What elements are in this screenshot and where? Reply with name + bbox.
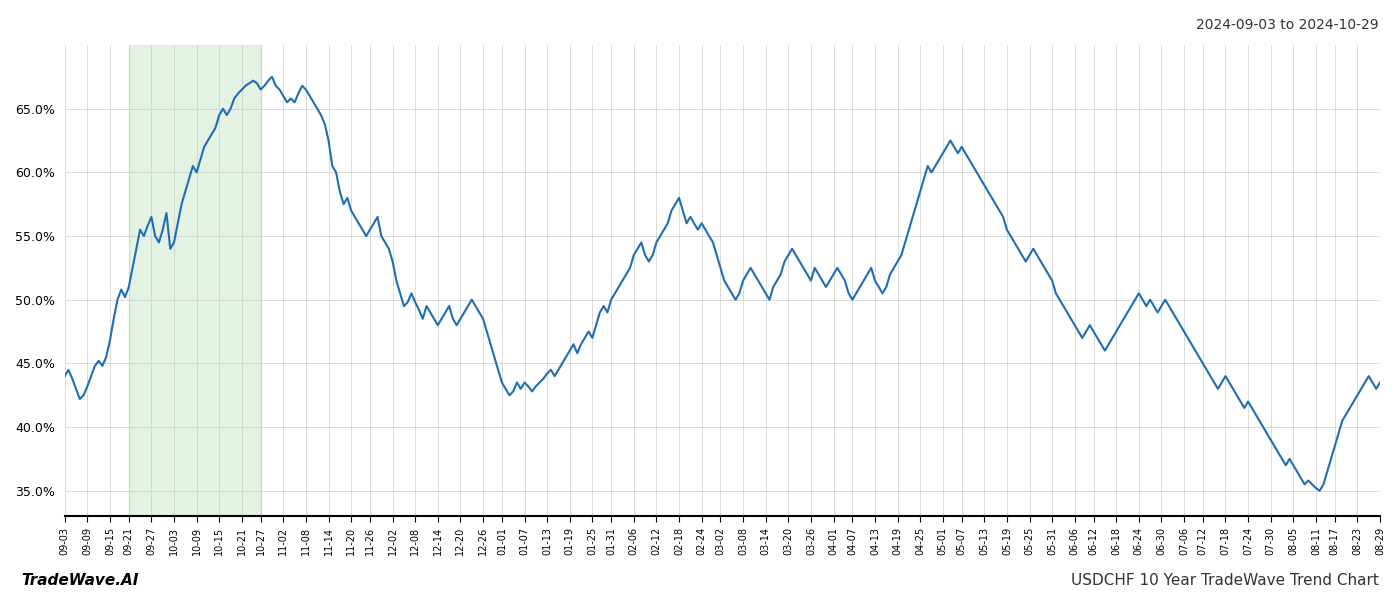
Text: 2024-09-03 to 2024-10-29: 2024-09-03 to 2024-10-29: [1197, 18, 1379, 32]
Text: USDCHF 10 Year TradeWave Trend Chart: USDCHF 10 Year TradeWave Trend Chart: [1071, 573, 1379, 588]
Bar: [129, 45, 260, 516]
Text: TradeWave.AI: TradeWave.AI: [21, 573, 139, 588]
